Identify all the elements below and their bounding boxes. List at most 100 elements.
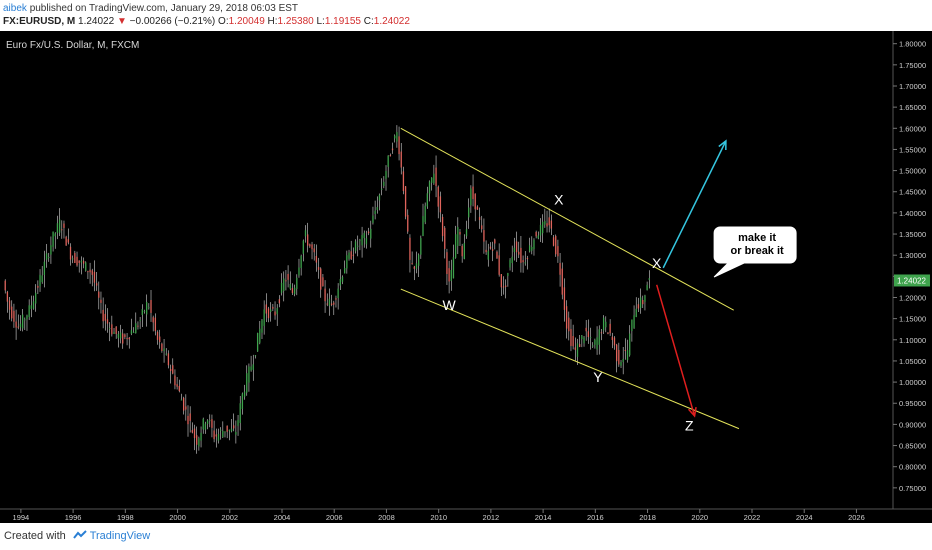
candle (30, 305, 32, 309)
candle (91, 270, 93, 275)
candle (592, 345, 594, 347)
wave-label-y: Y (593, 369, 603, 385)
candle (98, 291, 100, 298)
candle (252, 364, 254, 370)
candle (568, 317, 570, 332)
candle (618, 349, 620, 365)
candle (161, 343, 163, 351)
candle (478, 217, 481, 221)
candle (574, 347, 576, 350)
candle (576, 343, 579, 357)
candle (80, 260, 83, 263)
candle (302, 240, 304, 254)
candle (522, 260, 524, 263)
last-price-badge-label: 1.24022 (897, 276, 926, 285)
candle (402, 171, 405, 192)
time-axis-labels[interactable]: 1994 1996 1998 2000 2002 2004 2006 2008 2010 2012… (13, 509, 865, 522)
candle (304, 230, 307, 237)
candle (557, 246, 559, 257)
low-value: 1.19155 (324, 16, 361, 27)
candle (135, 323, 137, 334)
candle (41, 275, 43, 283)
candle (365, 238, 368, 245)
candle (63, 223, 65, 228)
candle (520, 247, 522, 263)
candle (200, 432, 202, 441)
candle (491, 249, 494, 251)
candle (317, 267, 320, 270)
down-arrow-head (687, 406, 697, 418)
candle (180, 399, 183, 401)
candle (82, 260, 85, 264)
candle (448, 268, 450, 282)
candle (89, 269, 91, 273)
candle (215, 434, 217, 437)
candle (4, 280, 6, 291)
candle (583, 337, 585, 344)
candle (65, 236, 67, 246)
candle (259, 328, 261, 343)
candle (21, 314, 24, 329)
candle (341, 276, 344, 282)
candle (265, 304, 267, 314)
candle (626, 350, 629, 361)
tradingview-logo-icon (73, 530, 87, 539)
y-tick-label: 1.50000 (899, 167, 926, 176)
candle (217, 433, 220, 441)
candle (409, 237, 411, 260)
candle (296, 277, 298, 289)
candle (533, 240, 535, 250)
candle (50, 245, 52, 255)
candle (452, 257, 455, 279)
y-tick-label: 0.85000 (899, 442, 926, 451)
candle (32, 301, 35, 309)
author-link[interactable]: aibek (3, 3, 27, 14)
tradingview-brand[interactable]: TradingView (89, 530, 151, 542)
candle (13, 310, 15, 322)
candle (185, 406, 187, 410)
candle (69, 246, 72, 260)
y-tick-label: 0.80000 (899, 463, 926, 472)
candle (468, 207, 470, 218)
candle (396, 132, 398, 142)
candle (565, 306, 568, 329)
candle (481, 225, 483, 230)
y-tick-label: 1.20000 (899, 293, 926, 302)
y-tick-label: 0.95000 (899, 399, 926, 408)
candle (176, 384, 178, 387)
candle (500, 274, 502, 288)
candle (546, 223, 548, 227)
candle (237, 419, 239, 426)
candle (459, 232, 461, 235)
candle (616, 344, 618, 362)
candle (113, 332, 115, 334)
candle (298, 267, 300, 276)
candle (26, 315, 28, 320)
y-tick-label: 1.80000 (899, 40, 926, 49)
candle (457, 227, 459, 246)
candle (141, 309, 143, 315)
candle (328, 298, 331, 306)
candle (474, 193, 476, 210)
x-tick-label: 2004 (274, 513, 291, 522)
candle (439, 196, 442, 213)
candle (322, 277, 324, 287)
candle (476, 206, 479, 210)
candle (542, 221, 544, 234)
candle (278, 299, 281, 304)
price-axis-labels: 1.80000 1.75000 1.70000 1.65000 1.60000 1.550… (893, 40, 930, 493)
candle (165, 353, 167, 355)
candle (78, 260, 80, 263)
candle (376, 207, 378, 210)
y-tick-label: 1.10000 (899, 336, 926, 345)
publish-line: aibek published on TradingView.com, Janu… (3, 3, 298, 14)
candle (470, 188, 472, 206)
candle (315, 255, 318, 263)
candle (463, 243, 465, 259)
candle (58, 219, 61, 233)
candle (581, 335, 583, 340)
y-tick-label: 1.30000 (899, 251, 926, 260)
candle (209, 420, 211, 422)
